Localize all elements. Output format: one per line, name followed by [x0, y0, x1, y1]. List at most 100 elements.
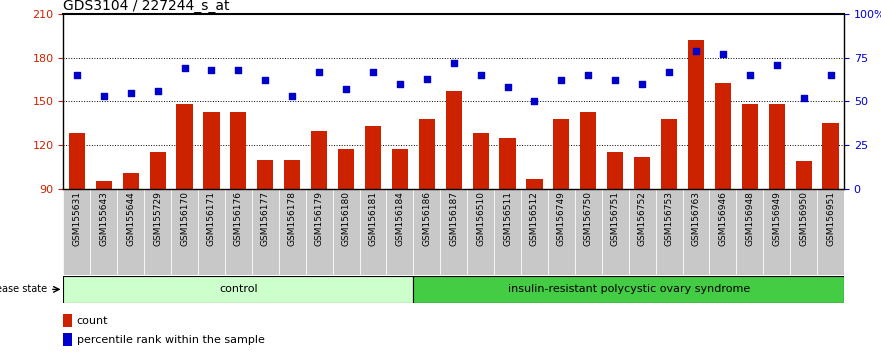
Bar: [661, 119, 677, 189]
Bar: [817, 189, 844, 275]
Point: [151, 88, 165, 94]
Text: GSM156950: GSM156950: [799, 191, 808, 246]
Bar: [500, 138, 515, 189]
Bar: [306, 189, 333, 275]
Point: [528, 99, 542, 104]
Text: GSM156751: GSM156751: [611, 191, 619, 246]
Point: [97, 93, 111, 99]
Bar: [204, 112, 219, 189]
Bar: [150, 152, 166, 189]
Bar: [171, 189, 198, 275]
Point: [689, 48, 703, 54]
Point: [824, 73, 838, 78]
Bar: [790, 189, 817, 275]
Bar: [311, 131, 327, 189]
Bar: [63, 276, 413, 303]
Bar: [796, 161, 811, 189]
Text: GSM156187: GSM156187: [449, 191, 458, 246]
Text: GSM156948: GSM156948: [745, 191, 754, 246]
Bar: [63, 333, 72, 346]
Bar: [257, 160, 273, 189]
Bar: [629, 189, 655, 275]
Bar: [655, 189, 683, 275]
Bar: [278, 189, 306, 275]
Text: GSM156763: GSM156763: [692, 191, 700, 246]
Bar: [683, 189, 709, 275]
Point: [608, 78, 622, 83]
Text: GSM156170: GSM156170: [180, 191, 189, 246]
Bar: [122, 173, 139, 189]
Text: GSM156750: GSM156750: [584, 191, 593, 246]
Bar: [467, 189, 494, 275]
Point: [258, 78, 272, 83]
Bar: [413, 276, 844, 303]
Point: [716, 51, 730, 57]
Point: [474, 73, 488, 78]
Bar: [285, 160, 300, 189]
Bar: [581, 112, 596, 189]
Text: GSM155644: GSM155644: [126, 191, 135, 246]
Text: GSM156180: GSM156180: [342, 191, 351, 246]
Text: GSM156949: GSM156949: [773, 191, 781, 246]
Point: [554, 78, 568, 83]
Bar: [418, 119, 435, 189]
Point: [366, 69, 380, 75]
Text: GSM156749: GSM156749: [557, 191, 566, 246]
Bar: [574, 189, 602, 275]
Bar: [737, 189, 763, 275]
Text: GSM156510: GSM156510: [476, 191, 485, 246]
Bar: [96, 181, 112, 189]
Bar: [63, 189, 91, 275]
Bar: [252, 189, 278, 275]
Bar: [607, 152, 623, 189]
Point: [339, 86, 353, 92]
Text: GSM156171: GSM156171: [207, 191, 216, 246]
Text: GSM156752: GSM156752: [638, 191, 647, 246]
Bar: [413, 189, 440, 275]
Point: [743, 73, 757, 78]
Point: [662, 69, 676, 75]
Bar: [117, 189, 144, 275]
Text: GDS3104 / 227244_s_at: GDS3104 / 227244_s_at: [63, 0, 230, 13]
Text: GSM156179: GSM156179: [315, 191, 323, 246]
Text: GSM156946: GSM156946: [718, 191, 728, 246]
Point: [70, 73, 84, 78]
Text: GSM155643: GSM155643: [100, 191, 108, 246]
Text: GSM156951: GSM156951: [826, 191, 835, 246]
Point: [796, 95, 811, 101]
Bar: [338, 149, 354, 189]
Bar: [742, 104, 758, 189]
Bar: [763, 189, 790, 275]
Bar: [634, 157, 650, 189]
Bar: [714, 82, 731, 189]
Point: [232, 67, 246, 73]
Point: [285, 93, 300, 99]
Point: [204, 67, 218, 73]
Text: GSM156176: GSM156176: [233, 191, 243, 246]
Bar: [176, 104, 193, 189]
Bar: [768, 104, 785, 189]
Text: GSM156511: GSM156511: [503, 191, 512, 246]
Bar: [365, 126, 381, 189]
Bar: [333, 189, 359, 275]
Bar: [548, 189, 574, 275]
Text: GSM155631: GSM155631: [72, 191, 81, 246]
Point: [177, 65, 191, 71]
Bar: [91, 189, 117, 275]
Bar: [392, 149, 408, 189]
Bar: [69, 133, 85, 189]
Bar: [494, 189, 521, 275]
Text: GSM156753: GSM156753: [664, 191, 674, 246]
Bar: [387, 189, 413, 275]
Point: [581, 73, 596, 78]
Point: [447, 60, 461, 66]
Text: GSM156177: GSM156177: [261, 191, 270, 246]
Point: [635, 81, 649, 87]
Bar: [526, 178, 543, 189]
Text: GSM156184: GSM156184: [396, 191, 404, 246]
Text: GSM156512: GSM156512: [530, 191, 539, 246]
Bar: [440, 189, 467, 275]
Bar: [225, 189, 252, 275]
Bar: [521, 189, 548, 275]
Bar: [472, 133, 489, 189]
